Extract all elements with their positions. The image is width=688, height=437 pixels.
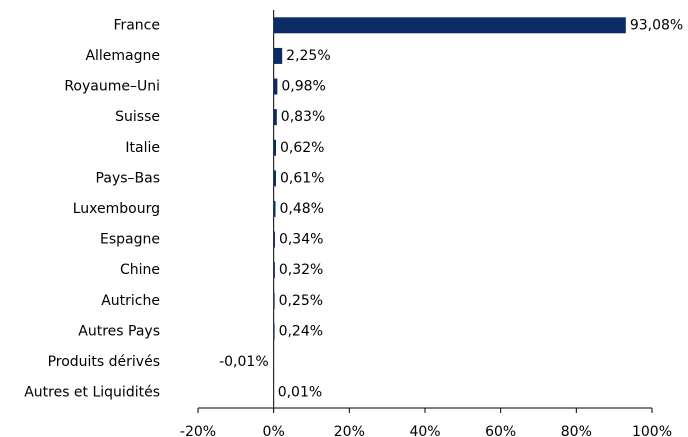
y-tick-label: Italie [125,140,160,156]
value-label: 0,32% [279,262,323,278]
value-label: 0,61% [280,170,324,186]
value-label: 0,62% [280,140,324,156]
value-label: -0,01% [219,354,269,370]
value-label: 0,34% [279,232,323,248]
value-label: 93,08% [630,17,683,33]
y-tick-label: Chine [120,262,160,278]
y-tick-label: Luxembourg [73,201,160,217]
x-tick-label: -20% [180,424,216,437]
x-tick-label: 60% [485,424,516,437]
bar [273,139,277,156]
y-tick-label: France [113,17,160,33]
value-label: 0,83% [281,109,325,125]
x-tick-label: 20% [334,424,365,437]
bar [273,78,278,95]
x-tick-label: 40% [409,424,440,437]
bar [273,231,275,248]
bar [273,47,283,64]
y-tick-label: Pays–Bas [96,170,160,186]
x-tick-label: 80% [561,424,592,437]
x-tick-label: 100% [632,424,672,437]
value-label: 2,25% [286,48,330,64]
x-tick-label: 0% [263,424,285,437]
y-tick-label: Produits dérivés [48,354,160,370]
bar [273,170,276,187]
value-label: 0,48% [279,201,323,217]
y-tick-label: Autres Pays [78,323,160,339]
y-tick-label: Autres et Liquidités [24,385,160,401]
bar [273,292,275,309]
bar [273,201,276,217]
value-label: 0,98% [281,79,325,95]
bar [273,323,275,340]
bar [273,109,277,126]
y-tick-label: Suisse [115,109,160,125]
y-tick-label: Espagne [100,232,160,248]
y-tick-label: Royaume–Uni [64,79,160,95]
y-tick-label: Autriche [101,293,160,309]
value-label: 0,25% [279,293,323,309]
value-label: 0,01% [278,385,322,401]
value-label: 0,24% [279,323,323,339]
y-tick-label: Allemagne [85,48,160,64]
bar [273,17,626,34]
bar [273,262,275,279]
